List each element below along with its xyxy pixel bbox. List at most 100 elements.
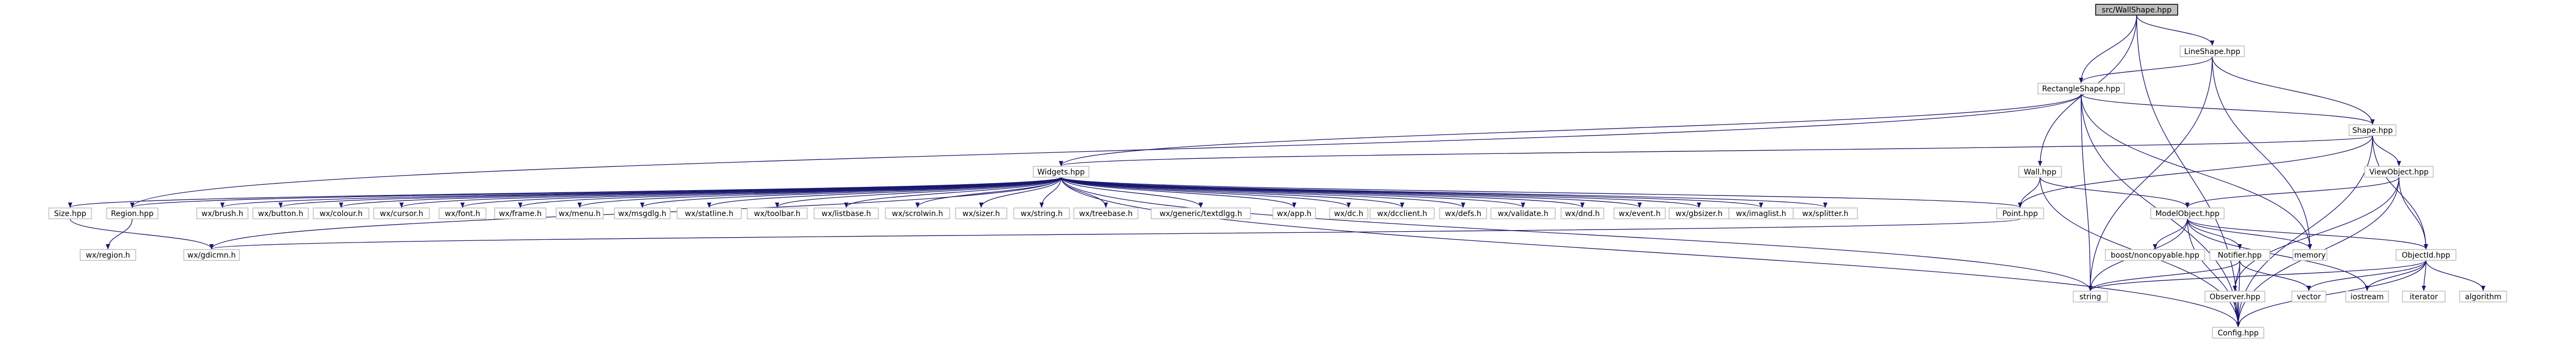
node-box — [2018, 166, 2062, 178]
node-label: iterator — [2410, 293, 2438, 301]
node-imaglist[interactable]: wx/imaglist.h — [1728, 207, 1794, 219]
edge-ObjectId-to-vector — [2307, 260, 2427, 291]
node-label: wx/button.h — [258, 210, 303, 218]
node-Size[interactable]: Size.hpp — [48, 207, 92, 219]
node-iostream[interactable]: iostream — [2345, 291, 2389, 302]
node-gbsizer[interactable]: wx/gbsizer.h — [1668, 207, 1730, 219]
node-label: algorithm — [2465, 293, 2502, 301]
edge-Shape-to-Point — [2018, 135, 2373, 208]
node-Widgets[interactable]: Widgets.hpp — [1032, 166, 1090, 178]
node-label: src/WallShape.hpp — [2102, 6, 2172, 15]
edge-ViewObject-to-Observer — [2233, 177, 2400, 291]
node-Observer[interactable]: Observer.hpp — [2204, 291, 2266, 302]
node-treebase[interactable]: wx/treebase.h — [1073, 207, 1139, 219]
node-box — [2179, 45, 2245, 57]
node-scrolwin[interactable]: wx/scrolwin.h — [885, 207, 950, 219]
edge-ViewObject-to-ObjectId — [2398, 177, 2428, 250]
node-gdicmn[interactable]: wx/gdicmn.h — [183, 249, 240, 261]
node-ModelObject[interactable]: ModelObject.hpp — [2150, 207, 2225, 219]
node-label: wx/colour.h — [320, 210, 363, 218]
edge-Widgets-to-cursor — [399, 177, 1062, 208]
node-box — [2209, 249, 2271, 261]
node-label: wx/app.h — [1277, 210, 1311, 218]
node-box — [494, 207, 547, 219]
node-colour[interactable]: wx/colour.h — [312, 207, 370, 219]
edge-Widgets-to-textdlgg — [1061, 177, 1203, 208]
node-memory[interactable]: memory — [2292, 249, 2328, 261]
node-Region[interactable]: Region.hpp — [106, 207, 159, 219]
node-vector[interactable]: vector — [2291, 291, 2327, 302]
node-LineShape[interactable]: LineShape.hpp — [2179, 45, 2245, 57]
node-cursor[interactable]: wx/cursor.h — [373, 207, 430, 219]
node-label: Notifier.hpp — [2218, 251, 2262, 260]
node-menu[interactable]: wx/menu.h — [555, 207, 604, 219]
node-box — [1272, 207, 1316, 219]
node-label: wx/string.h — [1021, 210, 1063, 218]
node-box — [2348, 124, 2397, 136]
node-font[interactable]: wx/font.h — [438, 207, 487, 219]
node-region[interactable]: wx/region.h — [79, 249, 137, 261]
node-label: Region.hpp — [111, 210, 153, 218]
node-splitter[interactable]: wx/splitter.h — [1792, 207, 1858, 219]
node-wxstring[interactable]: wx/string.h — [1013, 207, 1070, 219]
edge-Widgets-to-defs — [1061, 177, 1465, 208]
node-ObjectId[interactable]: ObjectId.hpp — [2395, 249, 2457, 261]
node-string[interactable]: string — [2072, 291, 2108, 302]
node-toolbar[interactable]: wx/toolbar.h — [746, 207, 808, 219]
node-label: wx/toolbar.h — [754, 210, 800, 218]
node-brush[interactable]: wx/brush.h — [196, 207, 249, 219]
node-statline[interactable]: wx/statline.h — [676, 207, 742, 219]
node-textdlgg[interactable]: wx/generic/textdlgg.h — [1151, 207, 1251, 219]
edge-Shape-to-ObjectId — [2372, 135, 2428, 250]
node-sizer[interactable]: wx/sizer.h — [955, 207, 1008, 219]
node-box — [252, 207, 309, 219]
node-label: ObjectId.hpp — [2402, 251, 2450, 260]
node-Wall[interactable]: Wall.hpp — [2018, 166, 2062, 178]
node-label: wx/font.h — [445, 210, 480, 218]
node-label: wx/treebase.h — [1079, 210, 1132, 218]
node-box — [79, 249, 137, 261]
node-WallShape[interactable]: src/WallShape.hpp — [2095, 4, 2178, 16]
node-iterator[interactable]: iterator — [2402, 291, 2446, 302]
node-dc[interactable]: wx/dc.h — [1329, 207, 1369, 219]
edge-LineShape-to-RectangleShape — [2079, 56, 2213, 83]
node-msgdlg[interactable]: wx/msgdlg.h — [614, 207, 671, 219]
edge-ModelObject-to-ObjectId — [2187, 218, 2428, 250]
node-dcclient[interactable]: wx/dcclient.h — [1369, 207, 1435, 219]
node-listbase[interactable]: wx/listbase.h — [813, 207, 879, 219]
node-Shape[interactable]: Shape.hpp — [2348, 124, 2397, 136]
node-label: wx/brush.h — [201, 210, 243, 218]
node-box — [1996, 207, 2044, 219]
node-Point[interactable]: Point.hpp — [1996, 207, 2044, 219]
edge-WallShape-to-RectangleShape — [2079, 15, 2137, 83]
node-box — [2105, 249, 2205, 261]
node-box — [2292, 249, 2328, 261]
node-label: boost/noncopyable.hpp — [2111, 251, 2199, 260]
node-label: wx/cursor.h — [380, 210, 423, 218]
node-box — [2395, 249, 2457, 261]
node-box — [373, 207, 430, 219]
node-box — [2402, 291, 2446, 302]
node-frame[interactable]: wx/frame.h — [494, 207, 547, 219]
node-label: wx/scrolwin.h — [892, 210, 943, 218]
node-button[interactable]: wx/button.h — [252, 207, 309, 219]
edge-ViewObject-to-ModelObject — [2185, 177, 2400, 208]
node-algorithm[interactable]: algorithm — [2459, 291, 2507, 302]
node-label: ModelObject.hpp — [2156, 210, 2220, 218]
node-defs[interactable]: wx/defs.h — [1439, 207, 1487, 219]
node-label: wx/dc.h — [1334, 210, 1363, 218]
node-Config[interactable]: Config.hpp — [2212, 327, 2265, 339]
node-ViewObject[interactable]: ViewObject.hpp — [2364, 166, 2434, 178]
node-Notifier[interactable]: Notifier.hpp — [2209, 249, 2271, 261]
edge-RectangleShape-to-string — [2081, 93, 2092, 291]
node-event[interactable]: wx/event.h — [1613, 207, 1666, 219]
node-boostnc[interactable]: boost/noncopyable.hpp — [2105, 249, 2205, 261]
node-label: wx/defs.h — [1445, 210, 1481, 218]
node-RectangleShape[interactable]: RectangleShape.hpp — [2037, 83, 2125, 95]
node-validate[interactable]: wx/validate.h — [1490, 207, 1556, 219]
node-dnd[interactable]: wx/dnd.h — [1560, 207, 1605, 219]
node-box — [746, 207, 808, 219]
edge-LineShape-to-string — [2088, 56, 2213, 291]
node-app[interactable]: wx/app.h — [1272, 207, 1316, 219]
node-box — [614, 207, 671, 219]
